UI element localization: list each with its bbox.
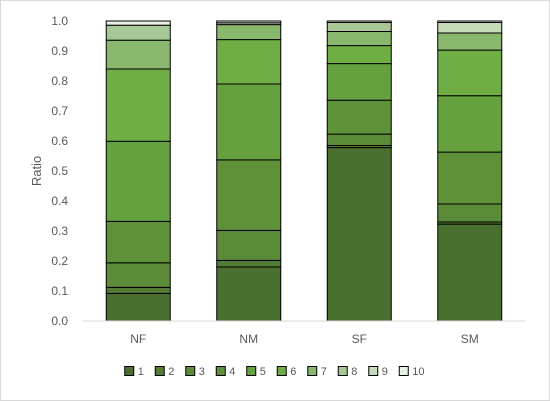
bar-segment-1: [437, 223, 503, 322]
legend-item-8: 8: [337, 366, 357, 378]
legend: 1 2 3 4 5 6 7 8 9 10: [124, 366, 425, 378]
y-tick-label: 0.3: [51, 224, 68, 238]
legend-label: 10: [412, 366, 424, 378]
x-tick-label: NF: [130, 332, 146, 346]
legend-swatch: [368, 366, 379, 376]
legend-item-10: 10: [398, 366, 425, 378]
bar-segment-4: [326, 99, 392, 135]
legend-label: 7: [321, 366, 327, 378]
legend-label: 8: [351, 366, 357, 378]
y-tick-label: 0.5: [51, 164, 68, 178]
y-tick-label: 0.4: [51, 194, 68, 208]
bar-segment-4: [216, 159, 282, 231]
legend-label: 9: [382, 366, 388, 378]
bar-segment-7: [105, 39, 171, 70]
legend-item-9: 9: [368, 366, 388, 378]
legend-item-4: 4: [215, 366, 235, 378]
x-tick-label: NM: [239, 332, 258, 346]
legend-item-7: 7: [307, 366, 327, 378]
legend-label: 2: [168, 366, 174, 378]
bar-segment-2: [105, 286, 171, 294]
bar-segment-5: [326, 63, 392, 101]
y-tick-label: 0.6: [51, 134, 68, 148]
bar-segment-10: [105, 20, 171, 26]
bars: [105, 20, 503, 322]
bar-segment-3: [105, 262, 171, 288]
bar-segment-6: [326, 45, 392, 65]
legend-item-5: 5: [246, 366, 266, 378]
bar-segment-1: [216, 266, 282, 322]
legend-swatch: [154, 366, 165, 376]
x-axis-ticks: NF NM SF SM: [130, 332, 479, 346]
bar-segment-3: [216, 229, 282, 261]
y-axis-ticks: 0.0 0.1 0.2 0.3 0.4 0.5 0.6 0.7 0.8 0.9 1.0: [51, 14, 68, 328]
legend-item-2: 2: [154, 366, 174, 378]
legend-swatch: [124, 366, 135, 376]
legend-label: 4: [229, 366, 235, 378]
legend-label: 5: [260, 366, 266, 378]
bar-segment-6: [216, 39, 282, 85]
bar-segment-1: [105, 292, 171, 322]
bar-segment-4: [105, 220, 171, 264]
legend-swatch: [185, 366, 196, 376]
legend-swatch: [398, 366, 409, 376]
y-axis-title: Ratio: [29, 156, 44, 186]
legend-swatch: [307, 366, 318, 376]
bar-segment-7: [326, 31, 392, 47]
bar-segment-5: [216, 83, 282, 161]
legend-swatch: [337, 366, 348, 376]
bar-segment-1: [326, 147, 392, 322]
bar-stack-nf: [105, 20, 171, 322]
y-tick-label: 0.0: [51, 314, 68, 328]
bar-segment-9: [326, 20, 392, 23]
bar-segment-6: [437, 49, 503, 97]
bar-segment-10: [437, 20, 503, 23]
x-tick-label: SM: [461, 332, 479, 346]
y-tick-label: 0.2: [51, 254, 68, 268]
legend-item-1: 1: [124, 366, 144, 378]
bar-segment-8: [326, 22, 392, 32]
bar-stack-nm: [216, 20, 282, 322]
legend-item-3: 3: [185, 366, 205, 378]
x-tick-label: SF: [352, 332, 367, 346]
y-tick-label: 0.8: [51, 74, 68, 88]
bar-stack-sf: [326, 20, 392, 322]
bar-segment-8: [105, 24, 171, 41]
bar-segment-3: [326, 133, 392, 147]
bar-segment-5: [105, 140, 171, 222]
legend-label: 3: [199, 366, 205, 378]
y-tick-label: 0.1: [51, 284, 68, 298]
bar-segment-6: [105, 68, 171, 142]
bar-segment-4: [437, 151, 503, 205]
legend-swatch: [215, 366, 226, 376]
bar-segment-9: [437, 22, 503, 34]
legend-swatch: [276, 366, 287, 376]
y-tick-label: 0.9: [51, 44, 68, 58]
y-tick-label: 1.0: [51, 14, 68, 28]
bar-segment-5: [437, 95, 503, 153]
legend-swatch: [246, 366, 257, 376]
bar-stack-sm: [437, 20, 503, 322]
legend-item-6: 6: [276, 366, 296, 378]
bar-segment-10: [216, 20, 282, 24]
bar-segment-3: [437, 203, 503, 223]
legend-label: 1: [138, 366, 144, 378]
y-tick-label: 0.7: [51, 104, 68, 118]
legend-label: 6: [290, 366, 296, 378]
bar-segment-7: [216, 24, 282, 41]
bar-segment-2: [216, 259, 282, 268]
bar-segment-7: [437, 32, 503, 51]
